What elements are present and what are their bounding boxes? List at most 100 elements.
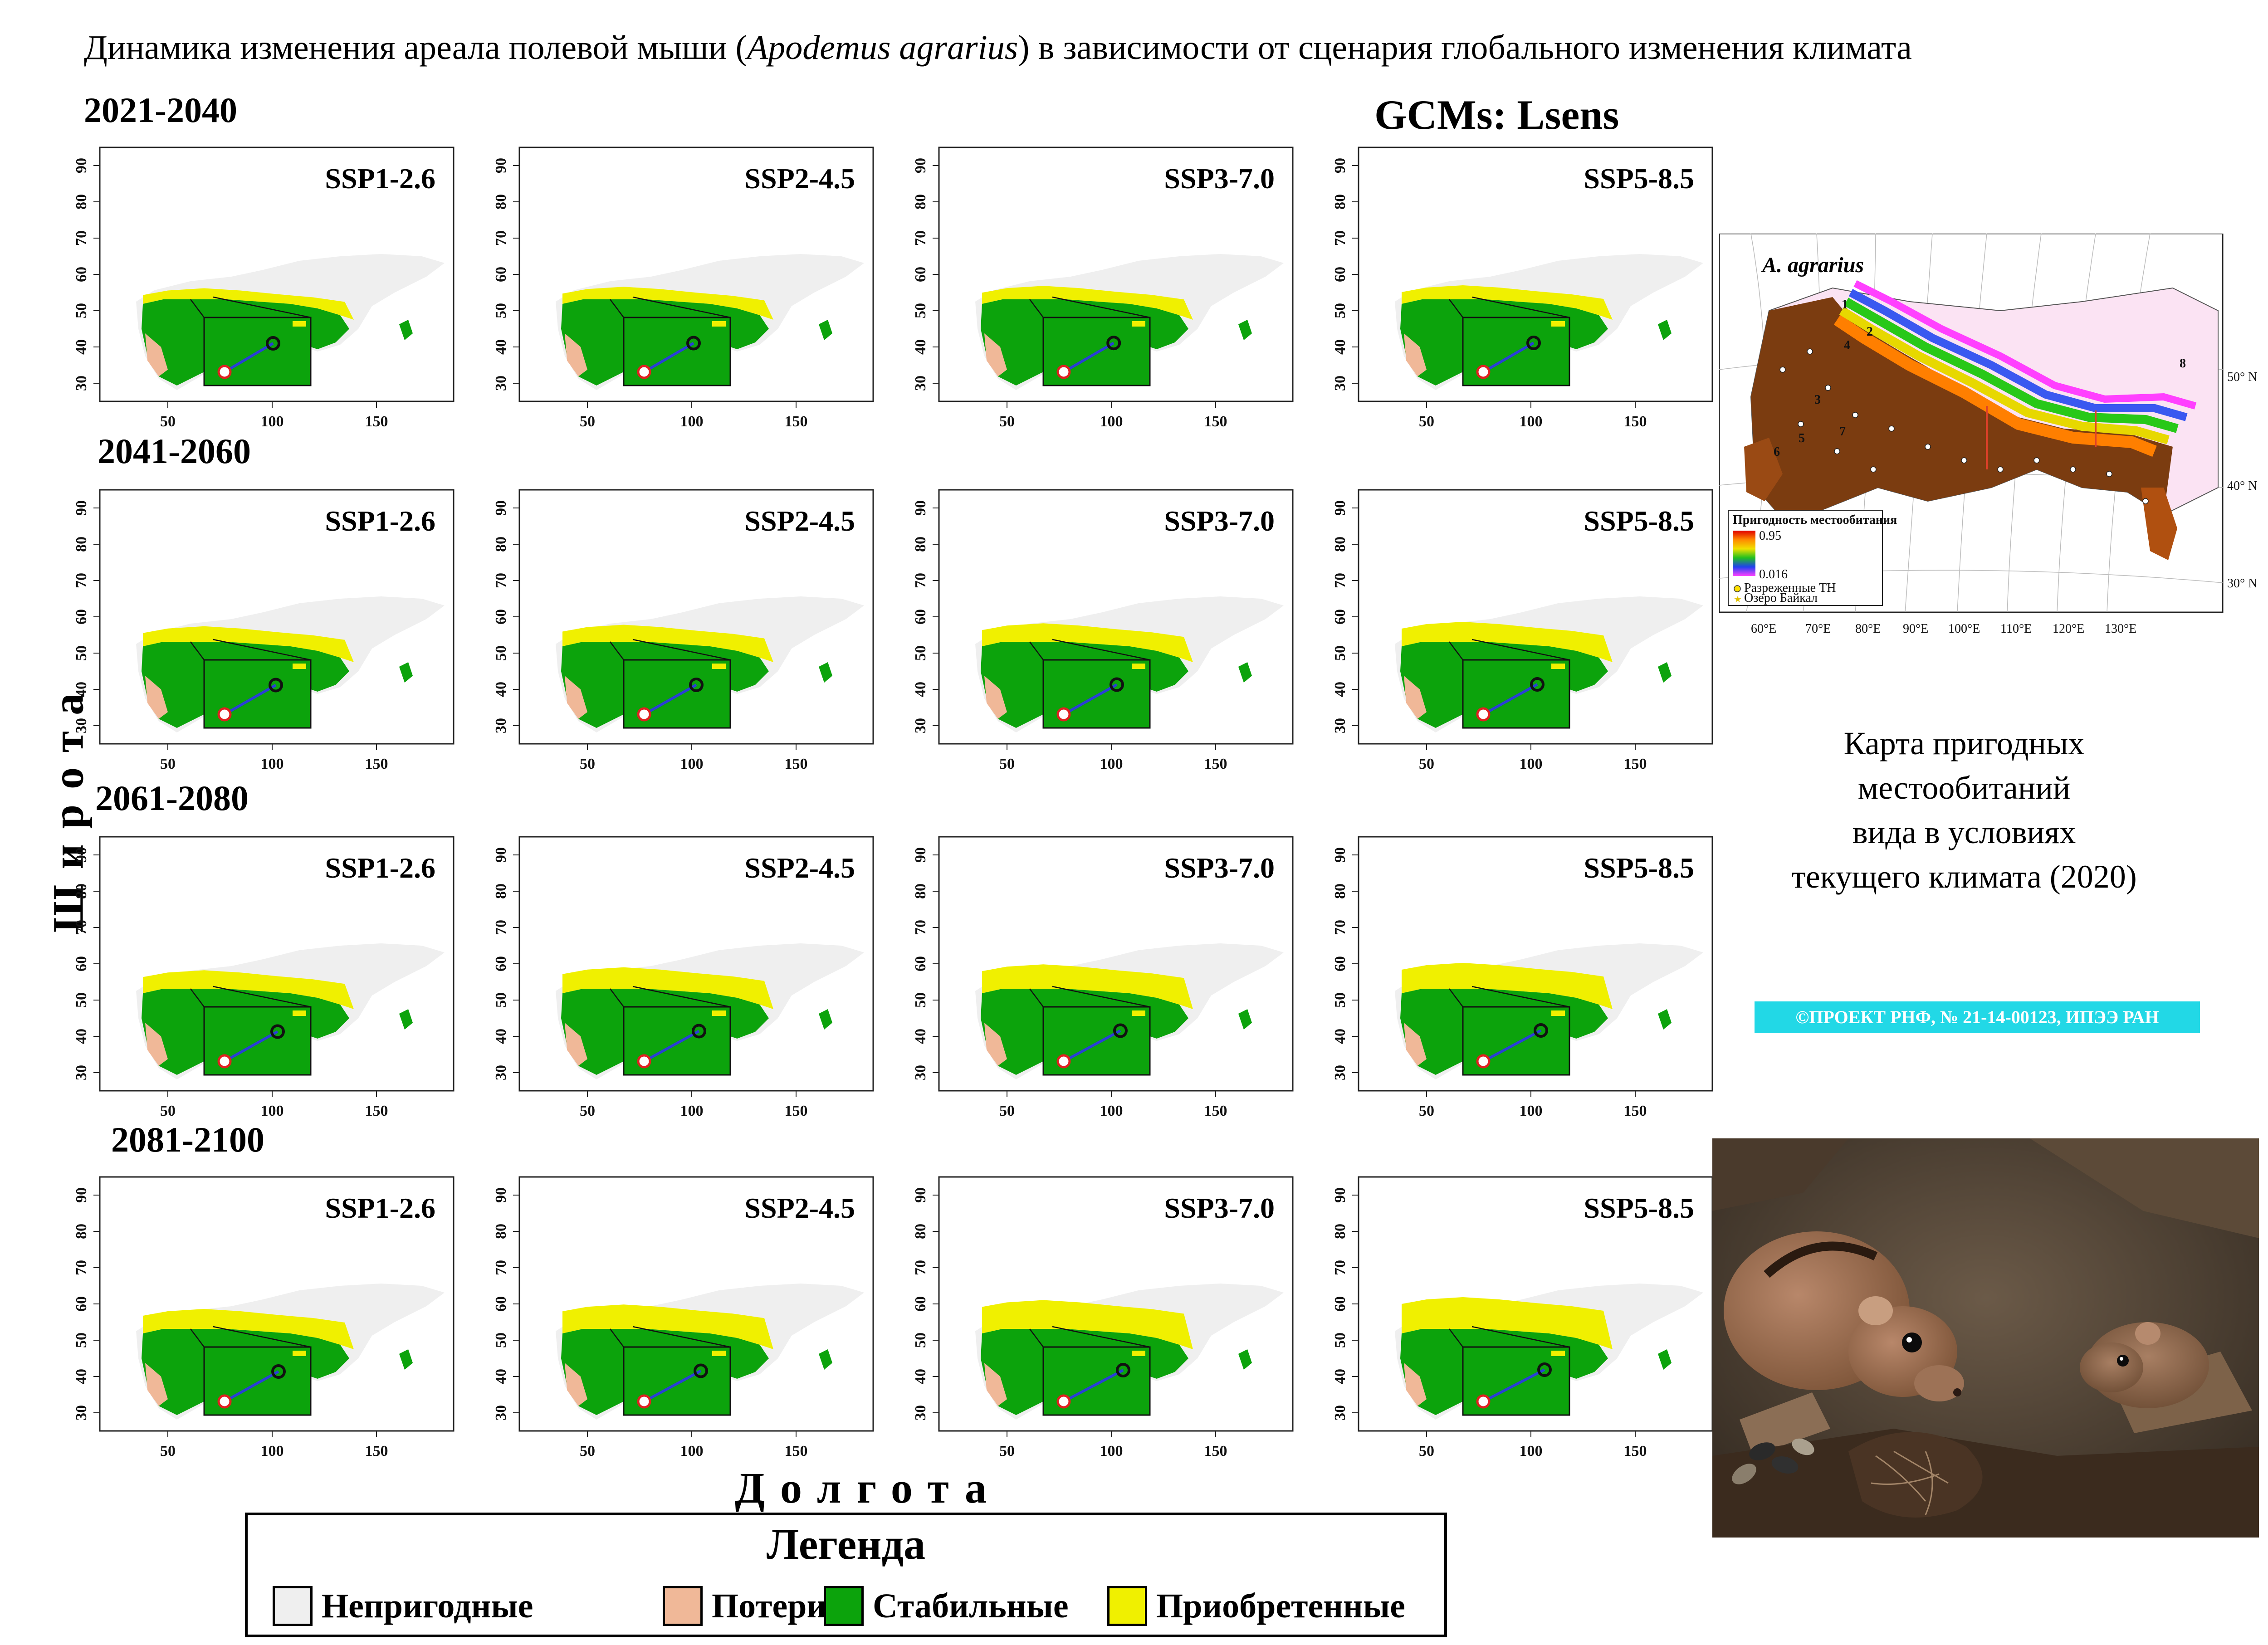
lost-range <box>145 1363 168 1406</box>
legend-label: Приобретенные <box>1156 1586 1405 1625</box>
x-tick-label: 150 <box>1624 756 1647 772</box>
y-tick-label: 50 <box>912 992 929 1008</box>
gained-range <box>982 623 1193 662</box>
scenario-label: SSP1-2.6 <box>325 1192 435 1224</box>
range-shift-arrow <box>643 1030 700 1063</box>
x-tick-label: 150 <box>1204 1443 1227 1460</box>
y-tick-label: 70 <box>912 1260 929 1275</box>
lost-range <box>984 1363 1007 1406</box>
y-tick-label: 60 <box>73 1296 90 1312</box>
y-tick-label: 90 <box>1332 158 1349 173</box>
lon-label: 90°E <box>1903 622 1928 636</box>
projection-map: SSP2-4.5 90 80 70 60 50 40 30 50 100 150 <box>493 1176 874 1460</box>
projection-map-panel: SSP5-8.5 90 80 70 60 50 40 30 50 100 150 <box>1313 485 1721 778</box>
y-tick-label: 80 <box>1332 194 1349 210</box>
y-tick-label: 60 <box>73 956 90 971</box>
projection-map-panel: SSP3-7.0 90 80 70 60 50 40 30 50 100 150 <box>894 1172 1302 1465</box>
y-tick-label: 90 <box>1332 1187 1349 1203</box>
x-tick-label: 50 <box>999 1103 1015 1119</box>
y-tick-label: 50 <box>1332 1333 1349 1348</box>
y-tick-label: 50 <box>73 645 90 661</box>
y-tick-label: 60 <box>1332 609 1349 625</box>
x-tick-label: 50 <box>580 413 595 430</box>
range-shift-arrow <box>643 1369 702 1403</box>
x-tick-label: 100 <box>261 756 284 772</box>
lost-range <box>1404 676 1427 719</box>
scenario-label: SSP5-8.5 <box>1584 162 1694 195</box>
projection-map: SSP1-2.6 90 80 70 60 50 40 30 50 100 150 <box>73 146 455 430</box>
lon-label: 130°E <box>2105 622 2136 636</box>
scenario-label: SSP3-7.0 <box>1164 852 1275 884</box>
y-tick-label: 30 <box>1332 1405 1349 1420</box>
range-shift-arrow <box>224 1370 279 1403</box>
x-tick-label: 150 <box>365 756 388 772</box>
y-tick-label: 90 <box>912 847 929 863</box>
y-tick-label: 80 <box>912 1224 929 1239</box>
scenario-label: SSP2-4.5 <box>744 162 855 195</box>
lost-range <box>1404 1363 1427 1406</box>
site-number: 5 <box>1799 431 1805 445</box>
y-tick-label: 30 <box>493 376 509 391</box>
lost-range <box>984 333 1007 376</box>
x-tick-label: 150 <box>1204 1103 1227 1119</box>
y-tick-label: 40 <box>912 339 929 355</box>
scenario-label: SSP5-8.5 <box>1584 852 1694 884</box>
legend-item-gained: Приобретенные <box>1107 1583 1405 1629</box>
projection-map: SSP5-8.5 90 80 70 60 50 40 30 50 100 150 <box>1332 146 1713 430</box>
projection-map-panel: SSP1-2.6 90 80 70 60 50 40 30 50 100 150 <box>54 485 463 778</box>
projection-map: SSP1-2.6 90 80 70 60 50 40 30 50 100 150 <box>73 1176 455 1460</box>
gained-range <box>982 1300 1193 1349</box>
y-tick-label: 50 <box>493 645 509 661</box>
gained-range <box>562 625 773 662</box>
projection-map-panel: SSP2-4.5 90 80 70 60 50 40 30 50 100 150 <box>474 143 882 435</box>
projection-map-panel: SSP1-2.6 90 80 70 60 50 40 30 50 100 150 <box>54 143 463 435</box>
lost-range <box>145 1023 168 1066</box>
y-tick-label: 70 <box>493 230 509 246</box>
period-label: 2041-2060 <box>98 431 251 471</box>
site-number: 7 <box>1839 425 1846 439</box>
y-tick-label: 70 <box>1332 920 1349 935</box>
projection-map-panel: SSP2-4.5 90 80 70 60 50 40 30 50 100 150 <box>474 1172 882 1465</box>
y-tick-label: 30 <box>73 376 90 391</box>
lon-label: 80°E <box>1855 622 1881 636</box>
x-tick-label: 100 <box>1520 756 1543 772</box>
y-tick-label: 40 <box>73 682 90 697</box>
y-tick-label: 60 <box>1332 1296 1349 1312</box>
projection-map-panel: SSP5-8.5 90 80 70 60 50 40 30 50 100 150 <box>1313 832 1721 1125</box>
projection-map: SSP2-4.5 90 80 70 60 50 40 30 50 100 150 <box>493 836 874 1119</box>
y-tick-label: 60 <box>912 956 929 971</box>
projection-map: SSP3-7.0 90 80 70 60 50 40 30 50 100 150 <box>912 489 1294 772</box>
range-shift-arrow <box>1063 342 1114 373</box>
x-tick-label: 100 <box>261 1103 284 1119</box>
y-tick-label: 50 <box>912 303 929 318</box>
lost-range <box>565 1363 587 1406</box>
y-tick-label: 80 <box>493 884 509 899</box>
y-tick-label: 90 <box>73 158 90 173</box>
reference-legend-max: 0.95 <box>1759 529 1781 543</box>
lost-range <box>1404 1023 1427 1066</box>
y-tick-label: 40 <box>73 1029 90 1044</box>
x-tick-label: 50 <box>580 756 595 772</box>
y-tick-label: 30 <box>912 376 929 391</box>
y-tick-label: 90 <box>493 1187 509 1203</box>
x-tick-label: 100 <box>680 1103 704 1119</box>
x-tick-label: 150 <box>365 413 388 430</box>
scenario-label: SSP5-8.5 <box>1584 505 1694 537</box>
x-tick-label: 150 <box>1204 756 1227 772</box>
x-tick-label: 50 <box>999 1443 1015 1460</box>
legend-item-stable: Стабильные <box>824 1583 1069 1629</box>
lon-label: 100°E <box>1948 622 1980 636</box>
scenario-label: SSP3-7.0 <box>1164 505 1275 537</box>
y-tick-label: 30 <box>1332 718 1349 733</box>
projection-map-panel: SSP3-7.0 90 80 70 60 50 40 30 50 100 150 <box>894 143 1302 435</box>
y-tick-label: 30 <box>912 1405 929 1420</box>
y-tick-label: 70 <box>912 230 929 246</box>
lon-label: 120°E <box>2053 622 2084 636</box>
range-shift-inset <box>623 1006 731 1076</box>
period-label: 2021-2040 <box>84 90 237 130</box>
y-tick-label: 70 <box>1332 1260 1349 1275</box>
y-tick-label: 90 <box>912 1187 929 1203</box>
site-number: 2 <box>1867 325 1873 339</box>
x-tick-label: 50 <box>580 1103 595 1119</box>
project-credit: ©ПРОЕКТ РНФ, № 21-14-00123, ИПЭЭ РАН <box>1755 1001 2200 1033</box>
